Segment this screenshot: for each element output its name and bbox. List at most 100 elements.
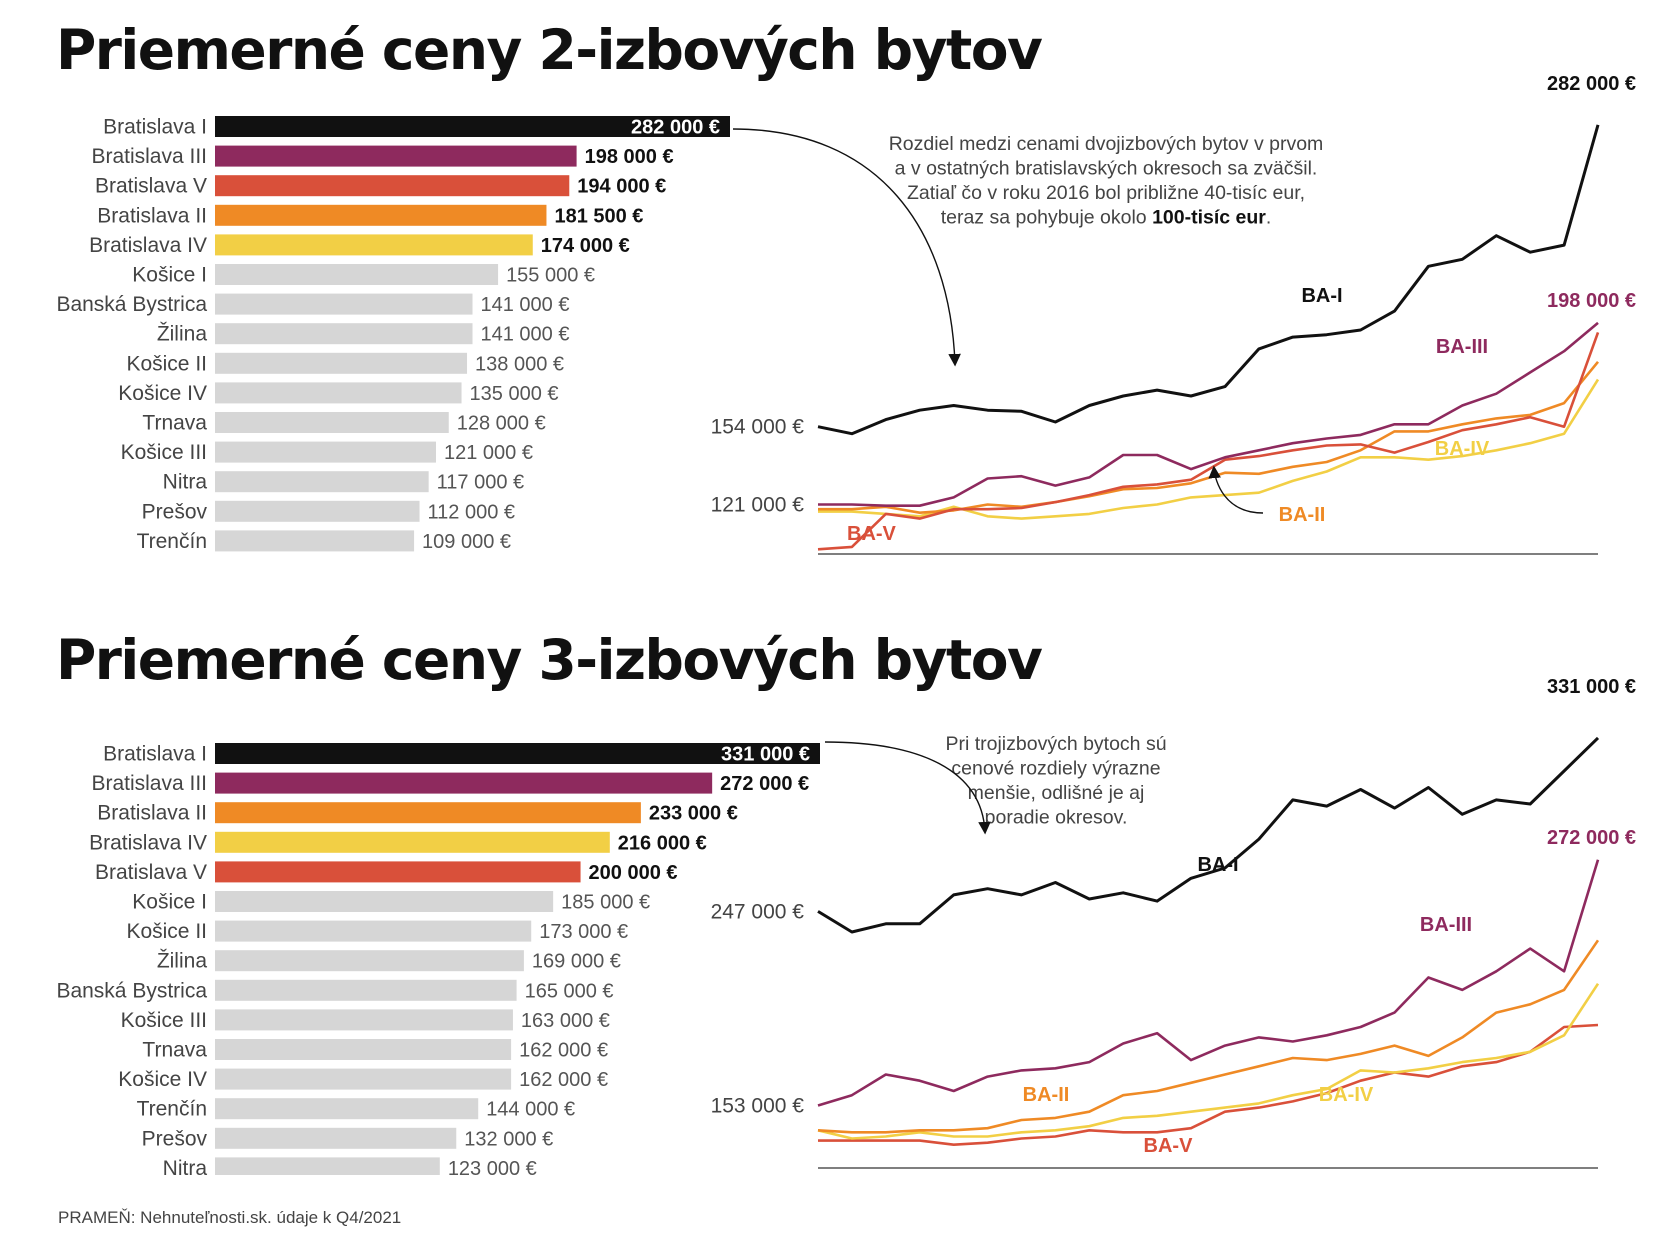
annotation-line-3: Zatiaľ čo v roku 2016 bol približne 40-t… xyxy=(907,182,1305,204)
start-label-ba-iii: 121 000 € xyxy=(711,493,805,516)
bar-value-kosice-i: 185 000 € xyxy=(561,892,650,914)
series-line-ba-ii xyxy=(817,939,1600,1134)
bar-nitra xyxy=(215,1157,440,1175)
bar-value-trencin: 144 000 € xyxy=(486,1099,575,1121)
bar-label-presov: Prešov xyxy=(142,1127,208,1150)
bar-zilina xyxy=(215,323,473,345)
bar-value-banska-bystrica: 141 000 € xyxy=(481,294,570,316)
end-label-ba-iii: 272 000 € xyxy=(1547,827,1636,849)
bar-value-bratislava-v: 200 000 € xyxy=(589,862,678,884)
annotation-emphasis: 100-tisíc eur xyxy=(1152,207,1266,229)
bar-label-kosice-iii: Košice III xyxy=(121,441,207,464)
bar-label-trencin: Trenčín xyxy=(137,1098,207,1121)
bar-value-nitra: 117 000 € xyxy=(437,472,525,494)
bar-label-bratislava-i: Bratislava I xyxy=(103,743,207,766)
chart-3-room: Bratislava I 331 000 € Bratislava III 272 0… xyxy=(56,676,1636,1175)
bar-value-zilina: 141 000 € xyxy=(481,324,570,346)
series-line-ba-iv xyxy=(817,982,1600,1140)
bar-value-kosice-i: 155 000 € xyxy=(506,265,595,287)
bar-label-bratislava-iii: Bratislava III xyxy=(91,772,207,795)
bar-label-kosice-ii: Košice II xyxy=(126,352,207,375)
bar-label-bratislava-iv: Bratislava IV xyxy=(89,234,207,257)
bar-value-kosice-iv: 135 000 € xyxy=(470,383,559,405)
bar-kosice-ii xyxy=(215,352,468,374)
series-line-ba-v xyxy=(817,331,1600,551)
bar-label-zilina: Žilina xyxy=(157,950,208,973)
series-line-ba-iv xyxy=(818,378,1600,520)
bar-label-kosice-i: Košice I xyxy=(132,264,207,287)
annotation-text: teraz sa pohybuje okolo xyxy=(941,207,1152,229)
bar-value-kosice-iii: 121 000 € xyxy=(444,442,533,464)
series-label-ba-iii: BA-III xyxy=(1436,336,1488,358)
bar-value-bratislava-ii: 233 000 € xyxy=(649,803,738,825)
bar-label-presov: Prešov xyxy=(142,500,208,523)
bar-value-presov: 132 000 € xyxy=(464,1128,553,1150)
series-line-ba-iii xyxy=(817,859,1600,1107)
bar-bratislava-iv xyxy=(215,234,533,256)
bar-label-banska-bystrica: Banská Bystrica xyxy=(56,979,207,1002)
bar-label-nitra: Nitra xyxy=(163,471,208,494)
bar-label-kosice-iii: Košice III xyxy=(121,1009,207,1032)
bar-kosice-i xyxy=(215,264,499,285)
annotation-arrow-top xyxy=(824,741,991,835)
source-note: PRAMEŇ: Nehnuteľnosti.sk. údaje k Q4/202… xyxy=(58,1208,402,1227)
annotation-line-1: Rozdiel medzi cenami dvojizbových bytov … xyxy=(889,133,1324,155)
bar-value-nitra: 123 000 € xyxy=(448,1158,537,1175)
start-label-ba-i: 154 000 € xyxy=(711,416,805,439)
series-label-ba-v: BA-V xyxy=(847,523,897,545)
bar-label-banska-bystrica: Banská Bystrica xyxy=(56,293,207,316)
bar-trencin xyxy=(215,530,415,552)
bar-bratislava-iii xyxy=(215,145,577,167)
series-line-ba-v xyxy=(818,1023,1599,1147)
end-label-ba-i: 331 000 € xyxy=(1547,676,1636,698)
bar-kosice-iii xyxy=(215,1009,513,1031)
bar-value-bratislava-i: 282 000 € xyxy=(631,117,720,139)
bar-value-bratislava-iii: 198 000 € xyxy=(585,146,674,168)
bar-label-bratislava-iv: Bratislava IV xyxy=(89,831,207,854)
bar-value-banska-bystrica: 165 000 € xyxy=(525,980,614,1002)
bar-label-bratislava-iii: Bratislava III xyxy=(91,145,207,168)
bar-kosice-i xyxy=(215,891,554,912)
start-label-ba-iii: 153 000 € xyxy=(711,1095,805,1118)
bar-value-trencin: 109 000 € xyxy=(422,531,511,553)
annotation-line-2: cenové rozdiely výrazne xyxy=(951,758,1160,780)
series-line-ba-i xyxy=(817,736,1600,934)
bar-kosice-iv xyxy=(215,1068,512,1090)
bar-bratislava-ii xyxy=(215,204,547,226)
bar-banska-bystrica xyxy=(215,293,473,315)
bar-trnava xyxy=(215,412,449,433)
bar-value-bratislava-iv: 174 000 € xyxy=(541,235,630,257)
annotation-text-end: . xyxy=(1266,207,1271,229)
series-label-ba-i: BA-I xyxy=(1197,854,1238,876)
bar-presov xyxy=(215,500,420,522)
annotation-line-1: Pri trojizbových bytoch sú xyxy=(945,733,1166,755)
chart-title-2-room: Priemerné ceny 2-izbových bytov xyxy=(56,18,1043,82)
annotation-line-3: menšie, odlišné je aj xyxy=(968,782,1145,804)
bar-bratislava-ii xyxy=(215,802,641,824)
bar-trencin xyxy=(215,1098,479,1120)
series-label-ba-v: BA-V xyxy=(1144,1135,1194,1157)
bar-value-kosice-iv: 162 000 € xyxy=(519,1069,608,1091)
bar-presov xyxy=(215,1127,457,1149)
bar-label-bratislava-v: Bratislava V xyxy=(95,175,207,198)
bar-value-bratislava-iii: 272 000 € xyxy=(720,773,809,795)
bar-label-bratislava-ii: Bratislava II xyxy=(97,204,207,227)
bar-value-bratislava-ii: 181 500 € xyxy=(554,205,643,227)
bar-value-bratislava-v: 194 000 € xyxy=(577,176,666,198)
bar-value-presov: 112 000 € xyxy=(428,501,516,523)
end-label-ba-iii: 198 000 € xyxy=(1547,290,1636,312)
bar-label-bratislava-i: Bratislava I xyxy=(103,116,207,139)
bar-value-kosice-iii: 163 000 € xyxy=(521,1010,610,1032)
bar-kosice-iv xyxy=(215,382,462,404)
bar-value-kosice-ii: 138 000 € xyxy=(475,353,564,375)
bar-bratislava-i xyxy=(215,743,820,764)
series-label-ba-i: BA-I xyxy=(1301,285,1342,307)
bar-value-zilina: 169 000 € xyxy=(532,951,621,973)
bar-bratislava-iv xyxy=(215,831,610,853)
bar-label-trnava: Trnava xyxy=(142,1039,207,1062)
bar-trnava xyxy=(215,1039,512,1060)
chart-2-room: Bratislava I 282 000 € Bratislava III 198 0… xyxy=(56,73,1636,555)
bar-value-trnava: 128 000 € xyxy=(457,413,546,435)
annotation-line-4: teraz sa pohybuje okolo 100-tisíc eur. xyxy=(941,207,1272,229)
series-label-ba-iv: BA-IV xyxy=(1435,438,1490,460)
